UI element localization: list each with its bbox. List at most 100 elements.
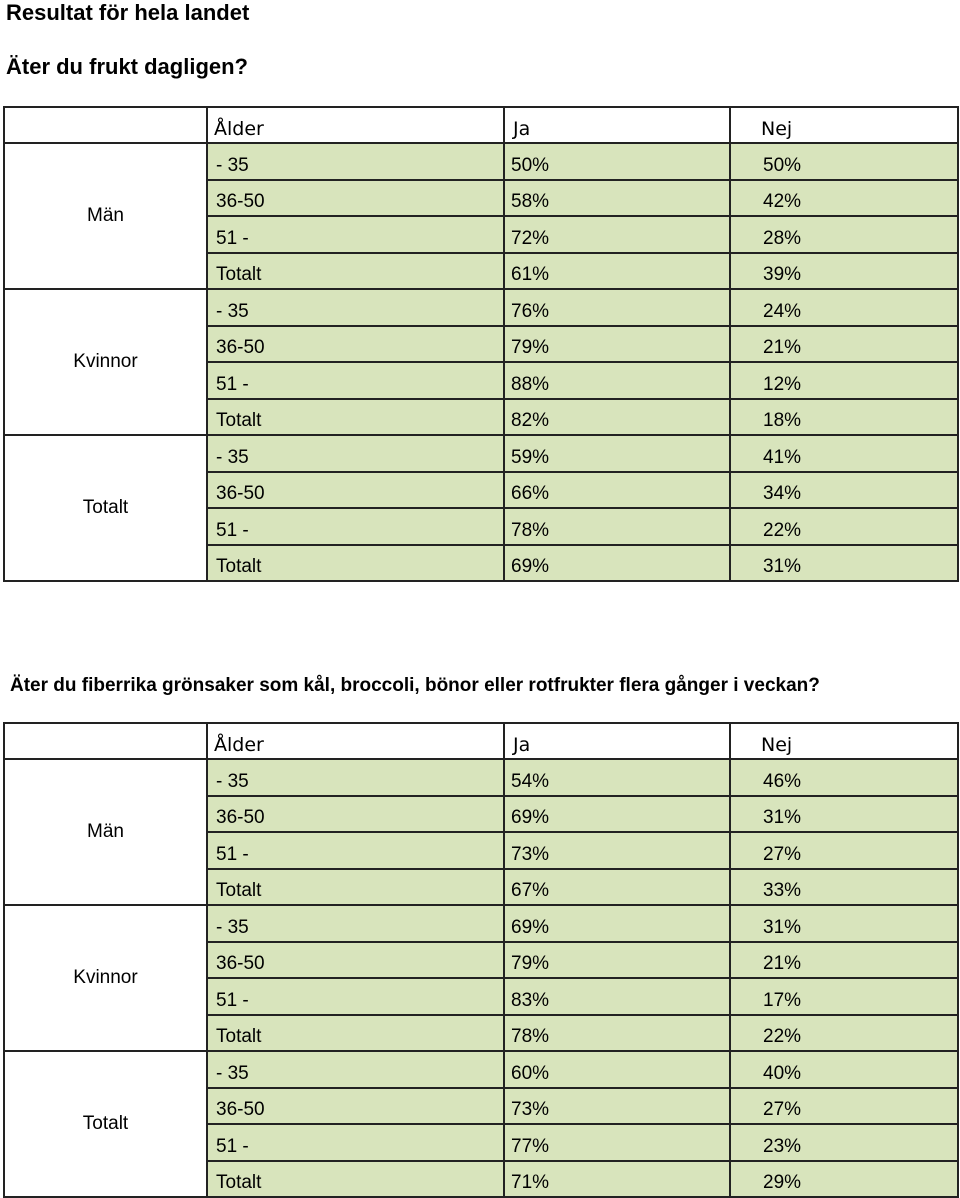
- no-value-text: 27%: [763, 843, 802, 865]
- header-age: Ålder: [214, 734, 264, 756]
- no-value-text: 31%: [763, 556, 802, 577]
- yes-value-text: 88%: [511, 373, 550, 395]
- yes-value: 79%: [503, 324, 731, 363]
- yes-value: 72%: [503, 215, 731, 254]
- no-value-text: 40%: [763, 1062, 802, 1084]
- table-row: Totalt 71% 29%: [4, 1159, 959, 1198]
- age-cell-text: 36-50: [216, 953, 265, 974]
- age-cell-text: 51 -: [216, 373, 249, 395]
- age-cell: Totalt: [206, 397, 505, 436]
- yes-value: 67%: [503, 867, 731, 906]
- group-label: Kvinnor: [3, 904, 208, 1052]
- no-value-text: 21%: [763, 953, 802, 974]
- age-cell: Totalt: [206, 1013, 505, 1052]
- age-cell: 51 -: [206, 977, 505, 1016]
- table-row: 36-50 79% 21%: [4, 324, 959, 363]
- yes-value: 69%: [503, 543, 731, 582]
- age-cell-text: - 35: [216, 154, 249, 176]
- no-value-text: 17%: [763, 989, 802, 1011]
- no-value: 31%: [729, 794, 959, 833]
- no-value-text: 27%: [763, 1099, 802, 1120]
- yes-value-text: 73%: [511, 1099, 550, 1120]
- age-cell: Totalt: [206, 251, 505, 290]
- table-row: Totalt - 35 59% 41%: [3, 434, 959, 582]
- age-cell: - 35: [206, 904, 505, 943]
- age-cell-text: Totalt: [216, 556, 262, 577]
- yes-value-text: 82%: [511, 410, 550, 431]
- age-cell-text: - 35: [216, 446, 249, 468]
- no-value: 23%: [729, 1123, 959, 1162]
- header-age-cell: Ålder: [206, 722, 505, 760]
- yes-value: 60%: [503, 1050, 731, 1089]
- no-value: 27%: [729, 831, 959, 870]
- yes-value: 71%: [503, 1159, 731, 1198]
- yes-value-text: 60%: [511, 1062, 550, 1084]
- table-row: 51 - 78% 22%: [4, 507, 959, 546]
- question-fruit: Äter du frukt dagligen?: [6, 54, 248, 79]
- no-value-text: 50%: [763, 154, 802, 176]
- age-cell-text: Totalt: [216, 410, 262, 431]
- age-cell-text: Totalt: [216, 264, 262, 285]
- table-row: Totalt 82% 18%: [4, 397, 959, 436]
- group-label: Män: [3, 142, 208, 290]
- no-value-text: 23%: [763, 1135, 802, 1157]
- yes-value-text: 66%: [511, 483, 550, 504]
- no-value: 22%: [729, 1013, 959, 1052]
- age-cell: - 35: [206, 288, 505, 327]
- yes-value: 66%: [503, 470, 731, 509]
- yes-value-text: 77%: [511, 1135, 550, 1157]
- no-value: 42%: [729, 178, 959, 217]
- yes-value-text: 79%: [511, 953, 550, 974]
- yes-value: 73%: [503, 831, 731, 870]
- age-cell-text: 36-50: [216, 1099, 265, 1120]
- no-value: 18%: [729, 397, 959, 436]
- header-no: Nej: [761, 118, 793, 140]
- no-value: 21%: [729, 940, 959, 979]
- no-value: 29%: [729, 1159, 959, 1198]
- header-no-cell: Nej: [729, 722, 959, 760]
- no-value-text: 24%: [763, 300, 802, 322]
- no-value: 41%: [729, 434, 959, 473]
- header-no: Nej: [761, 734, 793, 756]
- no-value: 17%: [729, 977, 959, 1016]
- age-cell: Totalt: [206, 543, 505, 582]
- yes-value-text: 67%: [511, 880, 550, 901]
- age-cell-text: 51 -: [216, 227, 249, 249]
- yes-value-text: 69%: [511, 556, 550, 577]
- yes-value-text: 83%: [511, 989, 550, 1011]
- yes-value-text: 50%: [511, 154, 550, 176]
- table-row: 36-50 73% 27%: [4, 1086, 959, 1125]
- group-label: Totalt: [3, 434, 208, 582]
- no-value-text: 41%: [763, 446, 802, 468]
- no-value: 12%: [729, 361, 959, 400]
- header-age-cell: Ålder: [206, 106, 505, 144]
- header-row: Ålder Ja Nej: [3, 106, 959, 144]
- no-value: 50%: [729, 142, 959, 181]
- yes-value-text: 59%: [511, 446, 550, 468]
- no-value-text: 22%: [763, 519, 802, 541]
- yes-value-text: 79%: [511, 337, 550, 358]
- header-no-cell: Nej: [729, 106, 959, 144]
- yes-value: 83%: [503, 977, 731, 1016]
- age-cell-text: - 35: [216, 1062, 249, 1084]
- no-value-text: 18%: [763, 410, 802, 431]
- table-row: 51 - 77% 23%: [4, 1123, 959, 1162]
- no-value: 22%: [729, 507, 959, 546]
- no-value: 28%: [729, 215, 959, 254]
- age-cell-text: - 35: [216, 916, 249, 938]
- table-row: 36-50 66% 34%: [4, 470, 959, 509]
- age-cell: 51 -: [206, 507, 505, 546]
- yes-value-text: 54%: [511, 770, 550, 792]
- age-cell-text: 51 -: [216, 843, 249, 865]
- yes-value: 88%: [503, 361, 731, 400]
- no-value: 46%: [729, 758, 959, 797]
- age-cell: 51 -: [206, 215, 505, 254]
- age-cell: - 35: [206, 434, 505, 473]
- no-value: 31%: [729, 904, 959, 943]
- no-value-text: 31%: [763, 807, 802, 828]
- yes-value-text: 69%: [511, 916, 550, 938]
- yes-value: 79%: [503, 940, 731, 979]
- no-value-text: 34%: [763, 483, 802, 504]
- no-value-text: 21%: [763, 337, 802, 358]
- header-yes: Ja: [513, 118, 531, 140]
